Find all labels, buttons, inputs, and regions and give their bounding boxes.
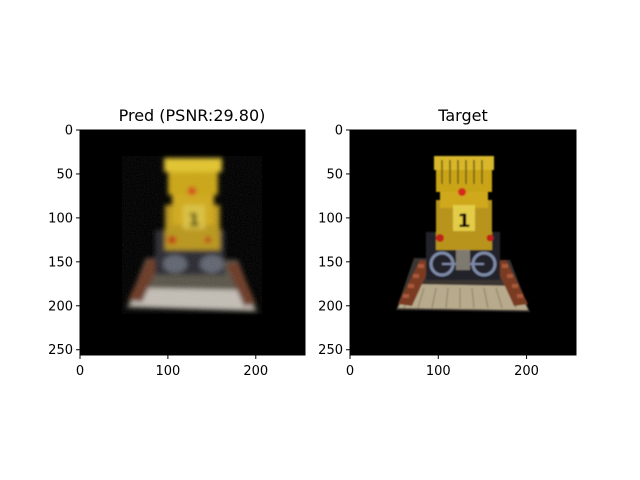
pred-x-tick-label: 100 — [155, 364, 180, 379]
target-y-tick-label: 150 — [318, 255, 343, 270]
pred-y-tick-label: 200 — [48, 299, 73, 314]
target-y-tick-label: 50 — [326, 167, 343, 182]
target-x-tick-label: 200 — [514, 364, 539, 379]
pred-y-axis: 0 50 100 150 200 250 — [48, 124, 80, 358]
pred-x-tick-label: 200 — [243, 364, 268, 379]
pred-title: Pred (PSNR:29.80) — [119, 106, 266, 125]
target-panel: Target — [318, 106, 577, 379]
target-y-tick-label: 100 — [318, 211, 343, 226]
pred-axes-frame — [79, 129, 306, 356]
target-x-tick-label: 0 — [346, 364, 354, 379]
pred-y-tick-label: 50 — [56, 167, 73, 182]
target-y-axis: 0 50 100 150 200 250 — [318, 124, 350, 358]
target-x-axis: 0 100 200 — [346, 355, 539, 379]
target-axes-frame — [349, 129, 577, 356]
svg-text:1: 1 — [457, 210, 470, 232]
target-y-tick-label: 200 — [318, 299, 343, 314]
target-title: Target — [437, 106, 488, 125]
pred-y-tick-label: 150 — [48, 255, 73, 270]
pred-panel: Pred (PSNR:29.80) 1 — [48, 106, 306, 379]
pred-image: 1 — [80, 130, 305, 355]
pred-y-tick-label: 250 — [48, 343, 73, 358]
target-y-tick-label: 0 — [335, 124, 343, 139]
pred-x-tick-label: 0 — [76, 364, 84, 379]
pred-y-tick-label: 100 — [48, 211, 73, 226]
target-x-tick-label: 100 — [426, 364, 451, 379]
target-y-tick-label: 250 — [318, 343, 343, 358]
pred-y-tick-label: 0 — [65, 124, 73, 139]
target-image: 1 — [350, 130, 576, 355]
pred-x-axis: 0 100 200 — [76, 355, 268, 379]
